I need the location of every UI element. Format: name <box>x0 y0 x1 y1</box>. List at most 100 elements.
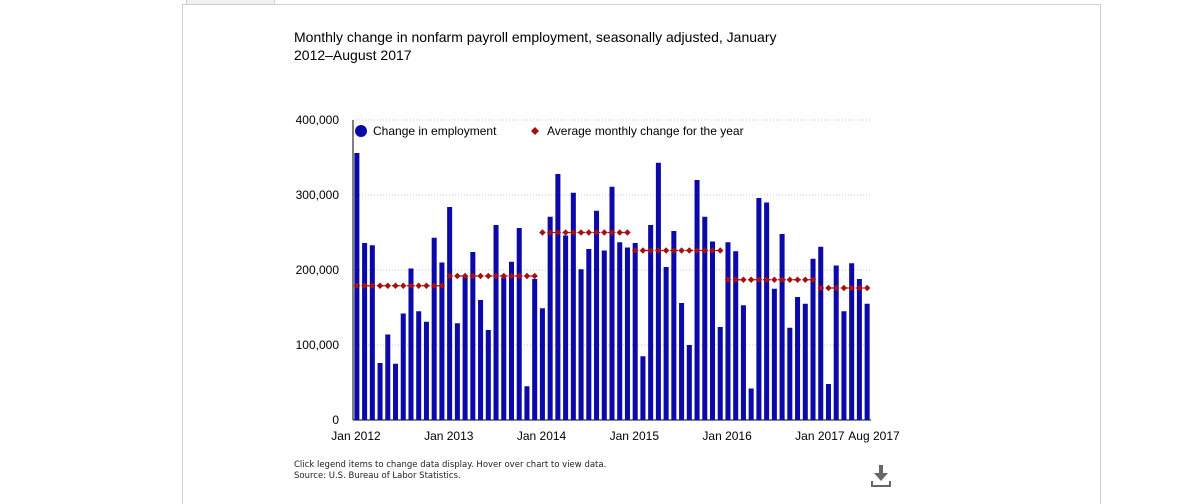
bar[interactable] <box>679 303 685 420</box>
average-marker[interactable] <box>670 247 678 254</box>
bar[interactable] <box>547 216 553 420</box>
average-marker[interactable] <box>415 282 422 289</box>
bar[interactable] <box>570 192 576 420</box>
bar[interactable] <box>663 267 669 420</box>
average-marker[interactable] <box>531 272 538 280</box>
bar[interactable] <box>454 323 460 420</box>
bar[interactable] <box>686 345 692 420</box>
bar[interactable] <box>779 234 785 420</box>
average-marker[interactable] <box>833 284 840 292</box>
average-marker[interactable] <box>786 276 794 283</box>
bar[interactable] <box>400 313 406 421</box>
average-marker[interactable] <box>732 276 739 283</box>
bar[interactable] <box>617 242 623 420</box>
average-marker[interactable] <box>840 284 848 292</box>
average-marker[interactable] <box>616 229 623 236</box>
bar[interactable] <box>694 180 700 420</box>
bar[interactable] <box>648 225 654 420</box>
average-marker[interactable] <box>516 272 523 280</box>
average-marker[interactable] <box>438 282 446 289</box>
bar[interactable] <box>594 210 600 420</box>
bar[interactable] <box>632 243 638 420</box>
legend-item-average-monthly-change[interactable]: Average monthly change for the year <box>531 124 744 138</box>
bar[interactable] <box>563 235 569 421</box>
average-marker[interactable] <box>709 247 716 254</box>
average-marker[interactable] <box>353 282 361 289</box>
bar[interactable] <box>733 251 739 420</box>
bar[interactable] <box>655 162 661 420</box>
bar[interactable] <box>756 198 762 420</box>
bar[interactable] <box>810 258 816 420</box>
average-marker[interactable] <box>848 284 855 292</box>
average-marker[interactable] <box>701 247 708 254</box>
chart-svg[interactable]: 0 100,000 200,000 300,000 400,000 Jan 2012 Jan… <box>0 0 1192 490</box>
bar[interactable] <box>555 174 561 420</box>
average-marker[interactable] <box>430 282 438 289</box>
bar[interactable] <box>485 330 491 420</box>
average-marker[interactable] <box>817 284 824 292</box>
bar[interactable] <box>423 321 429 420</box>
average-marker[interactable] <box>717 247 724 254</box>
bar[interactable] <box>416 311 422 420</box>
average-marker[interactable] <box>454 272 461 280</box>
average-marker[interactable] <box>631 247 639 254</box>
average-marker[interactable] <box>856 284 863 292</box>
bar[interactable] <box>478 300 484 420</box>
average-marker[interactable] <box>809 276 817 283</box>
average-marker[interactable] <box>485 272 492 280</box>
bar[interactable] <box>408 268 414 421</box>
bar[interactable] <box>624 247 630 421</box>
average-marker[interactable] <box>477 272 484 280</box>
bar[interactable] <box>447 207 453 420</box>
average-marker[interactable] <box>585 229 593 236</box>
average-marker[interactable] <box>593 229 600 236</box>
average-marker[interactable] <box>740 276 747 283</box>
average-marker[interactable] <box>554 229 562 236</box>
average-marker[interactable] <box>655 247 662 254</box>
bar[interactable] <box>439 262 445 421</box>
average-marker[interactable] <box>863 284 871 292</box>
average-marker[interactable] <box>825 284 832 292</box>
bar[interactable] <box>717 327 723 420</box>
bar[interactable] <box>586 249 592 420</box>
bar[interactable] <box>748 388 754 421</box>
bar[interactable] <box>864 303 870 420</box>
average-marker[interactable] <box>562 229 569 236</box>
bar[interactable] <box>493 225 499 420</box>
average-marker[interactable] <box>523 272 531 280</box>
bar[interactable] <box>764 202 770 421</box>
average-marker[interactable] <box>662 247 670 254</box>
bar[interactable] <box>501 277 507 421</box>
bar[interactable] <box>856 279 862 420</box>
average-marker[interactable] <box>376 282 384 289</box>
bar[interactable] <box>671 231 677 420</box>
bar[interactable] <box>709 241 716 421</box>
average-marker[interactable] <box>686 247 693 254</box>
average-marker[interactable] <box>624 229 631 236</box>
average-marker[interactable] <box>755 276 763 283</box>
average-marker[interactable] <box>771 276 778 283</box>
bar[interactable] <box>841 311 847 420</box>
average-marker[interactable] <box>802 276 809 283</box>
bar[interactable] <box>601 250 607 421</box>
bar[interactable] <box>516 228 522 420</box>
average-marker[interactable] <box>500 272 507 280</box>
legend-item-change-in-employment[interactable]: Change in employment <box>355 124 497 138</box>
average-marker[interactable] <box>693 247 701 254</box>
bar[interactable] <box>431 237 437 420</box>
bar[interactable] <box>795 297 801 420</box>
average-marker[interactable] <box>678 247 685 254</box>
average-marker[interactable] <box>577 229 585 236</box>
average-marker[interactable] <box>508 272 515 280</box>
bar[interactable] <box>532 279 538 420</box>
average-marker[interactable] <box>361 282 368 289</box>
bar[interactable] <box>377 363 383 420</box>
bar[interactable] <box>833 265 839 421</box>
bar[interactable] <box>802 303 808 420</box>
average-marker[interactable] <box>778 276 786 283</box>
bar[interactable] <box>771 288 777 420</box>
average-marker[interactable] <box>446 272 453 280</box>
average-marker[interactable] <box>392 282 399 289</box>
average-marker[interactable] <box>601 229 608 236</box>
bar[interactable] <box>740 305 746 420</box>
